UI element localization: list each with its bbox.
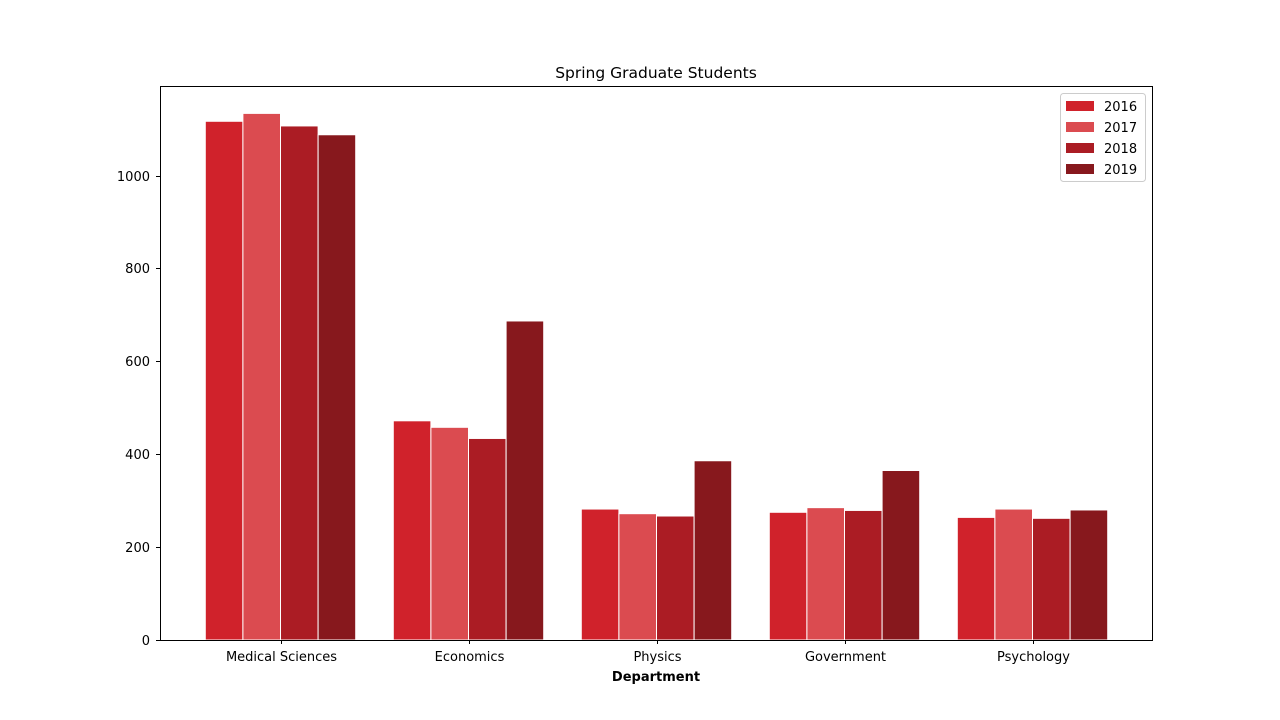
y-axis: 0 200 400 600 800 1000: [117, 170, 160, 649]
legend-swatch-2017: [1066, 122, 1094, 132]
x-tick-label-economics: Economics: [435, 650, 505, 665]
x-tick-label-physics: Physics: [633, 650, 681, 665]
y-tick-label-200: 200: [125, 541, 150, 556]
bars-group: [204, 112, 1109, 641]
bar-2019-medical-sciences: [317, 134, 357, 641]
bar-2018-economics: [468, 437, 507, 641]
bar-2017-physics: [618, 513, 658, 641]
legend-swatch-2018: [1066, 143, 1094, 153]
x-tick-label-government: Government: [805, 650, 886, 665]
bar-2017-economics: [430, 426, 469, 641]
legend-swatch-2016: [1066, 101, 1094, 111]
x-tick-label-psychology: Psychology: [997, 650, 1070, 665]
y-tick-label-400: 400: [125, 448, 150, 463]
bar-2019-government: [881, 470, 921, 641]
bar-2019-psychology: [1069, 509, 1109, 641]
y-tick-label-600: 600: [125, 355, 150, 370]
bar-2016-physics: [580, 508, 620, 641]
bar-2018-physics: [656, 515, 695, 641]
bar-2016-government: [768, 511, 808, 641]
bar-2016-medical-sciences: [204, 120, 244, 641]
legend-label-2018: 2018: [1104, 142, 1137, 157]
legend-label-2016: 2016: [1104, 100, 1137, 115]
bar-2018-government: [844, 509, 883, 641]
bar-2018-psychology: [1032, 517, 1071, 641]
bar-2019-economics: [505, 320, 545, 641]
x-axis-label: Department: [612, 670, 700, 685]
y-tick-label-800: 800: [125, 262, 150, 277]
y-tick-label-1000: 1000: [117, 170, 150, 185]
bar-2016-psychology: [956, 516, 996, 641]
y-tick-label-0: 0: [142, 634, 150, 649]
legend-label-2019: 2019: [1104, 163, 1137, 178]
x-tick-label-medical-sciences: Medical Sciences: [226, 650, 337, 665]
x-axis: Medical Sciences Economics Physics Governme…: [226, 640, 1070, 665]
legend-box: [1060, 93, 1146, 182]
legend-swatch-2019: [1066, 164, 1094, 174]
bar-2019-physics: [693, 460, 733, 641]
bar-2017-medical-sciences: [242, 112, 281, 641]
chart-title: Spring Graduate Students: [555, 64, 757, 82]
bar-2018-medical-sciences: [280, 125, 319, 641]
bar-2017-government: [806, 507, 846, 641]
bar-2017-psychology: [994, 508, 1034, 641]
bar-2016-economics: [392, 420, 432, 641]
legend-label-2017: 2017: [1104, 121, 1137, 136]
plot-frame: [160, 86, 1153, 641]
legend: 2016 2017 2018 2019: [1060, 93, 1146, 182]
